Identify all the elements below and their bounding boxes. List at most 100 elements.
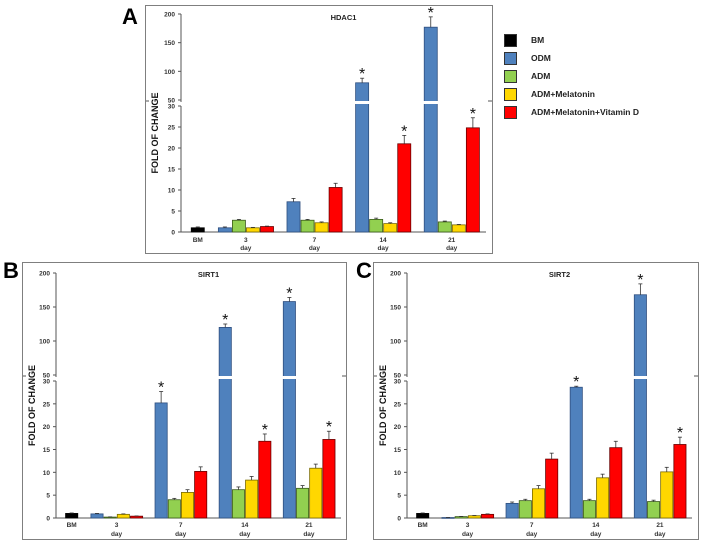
x-tick-label: BM: [67, 522, 77, 529]
legend-swatch: [504, 33, 517, 47]
x-tick-sublabel: day: [590, 531, 602, 538]
bar-adm-melatonin: [660, 471, 674, 519]
y-tick-label: 0: [397, 516, 401, 523]
y-tick-label: 5: [171, 209, 175, 216]
bar-odm: [505, 502, 519, 519]
bar-adm-melatonin: [451, 224, 466, 233]
significance-asterisk: *: [428, 6, 434, 22]
panel-letter-c: C: [356, 258, 372, 283]
chart-title: SIRT2: [549, 270, 570, 279]
x-tick-sublabel: day: [309, 245, 321, 252]
y-tick-label: 20: [168, 146, 176, 153]
bar-adm-melatonin: [467, 515, 481, 519]
x-tick-sublabel: day: [446, 245, 458, 252]
bar-adm-melatonin-vitamin-d: [673, 444, 687, 519]
y-tick-label: 30: [43, 379, 51, 386]
significance-asterisk: *: [262, 422, 268, 439]
chart-frame-sirt1: SIRT1 FOLD OF CHANGE 0 5 10 15 20 25 30 50 100 150 2…: [22, 262, 347, 540]
y-axis-label: FOLD OF CHANGE: [378, 365, 388, 446]
bar-adm-melatonin: [246, 227, 260, 233]
x-tick-label: 14: [592, 522, 600, 529]
y-tick-label: 10: [43, 470, 51, 477]
significance-asterisk: *: [637, 272, 643, 289]
x-tick-label: 3: [244, 237, 248, 244]
y-tick-label: 200: [39, 271, 50, 278]
bar-adm-melatonin-vitamin-d: [260, 226, 274, 233]
bar-adm-melatonin-vitamin-d: [481, 513, 495, 519]
y-tick-label: 20: [43, 424, 51, 431]
legend-label: ADM+Melatonin: [531, 89, 595, 99]
bar-break-gap: [633, 376, 648, 379]
legend-item-adm: ADM: [504, 67, 639, 85]
x-tick-label: 21: [656, 522, 664, 529]
legend: BM ODM ADM ADM+Melatonin ADM+Melatonin+V…: [504, 31, 639, 121]
legend-swatch: [504, 105, 517, 119]
panel-letter-a: A: [122, 4, 138, 29]
legend-item-bm: BM: [504, 31, 639, 49]
bar-odm: [90, 513, 104, 519]
bar-break-gap: [218, 376, 233, 379]
significance-asterisk: *: [326, 419, 332, 436]
legend-label: BM: [531, 35, 545, 45]
bar-adm-melatonin-vitamin-d: [130, 515, 144, 519]
bar-adm-melatonin: [596, 477, 610, 519]
y-tick-label: 15: [43, 447, 51, 454]
significance-asterisk: *: [286, 285, 292, 302]
bar-odm: [286, 201, 301, 233]
bar-adm-melatonin-vitamin-d: [609, 447, 623, 519]
y-tick-label: 10: [168, 188, 176, 195]
legend-item-adm-melatonin: ADM+Melatonin: [504, 85, 639, 103]
significance-asterisk: *: [470, 106, 476, 123]
x-tick-label: BM: [418, 522, 428, 529]
x-tick-label: BM: [193, 237, 203, 244]
bar-adm: [167, 499, 181, 519]
bar-adm: [231, 489, 245, 519]
bar-adm-melatonin: [116, 513, 130, 519]
x-tick-sublabel: day: [240, 245, 252, 252]
bar-bm: [190, 227, 205, 233]
y-axis-label: FOLD OF CHANGE: [150, 93, 160, 174]
x-tick-label: 7: [179, 522, 183, 529]
y-tick-label: 5: [397, 493, 401, 500]
bar-adm-melatonin: [181, 492, 194, 519]
bar-break-gap: [423, 101, 439, 104]
x-tick-label: 21: [448, 237, 456, 244]
x-tick-sublabel: day: [526, 531, 538, 538]
x-tick-label: 3: [466, 522, 470, 529]
y-tick-label: 25: [43, 401, 51, 408]
bar-adm-melatonin: [309, 467, 323, 519]
x-tick-label: 21: [305, 522, 313, 529]
bar-adm-melatonin-vitamin-d: [322, 439, 336, 519]
legend-swatch: [504, 69, 517, 83]
y-tick-label: 150: [39, 305, 50, 312]
x-tick-sublabel: day: [111, 531, 123, 538]
bar-break-gap: [282, 376, 297, 379]
bar-break-gap: [569, 376, 584, 379]
bar-break-gap: [354, 101, 370, 104]
significance-asterisk: *: [359, 66, 365, 83]
bar-bm: [65, 513, 79, 519]
y-tick-label: 15: [168, 167, 176, 174]
legend-label: ADM+Melatonin+Vitamin D: [531, 107, 639, 117]
x-tick-sublabel: day: [239, 531, 251, 538]
bar-adm: [232, 219, 246, 233]
significance-asterisk: *: [573, 374, 579, 391]
y-tick-label: 30: [394, 379, 402, 386]
x-tick-sublabel: day: [462, 531, 474, 538]
significance-asterisk: *: [158, 380, 164, 397]
bar-odm: [423, 26, 438, 233]
y-tick-label: 15: [394, 447, 402, 454]
y-tick-label: 150: [390, 305, 401, 312]
y-tick-label: 0: [171, 230, 175, 237]
bar-adm-melatonin: [245, 479, 259, 519]
y-tick-label: 5: [46, 493, 50, 500]
x-tick-label: 14: [379, 237, 387, 244]
bar-adm: [369, 218, 384, 233]
legend-label: ODM: [531, 53, 551, 63]
bar-bm: [416, 513, 430, 519]
y-tick-label: 200: [164, 12, 175, 19]
significance-asterisk: *: [677, 425, 683, 442]
